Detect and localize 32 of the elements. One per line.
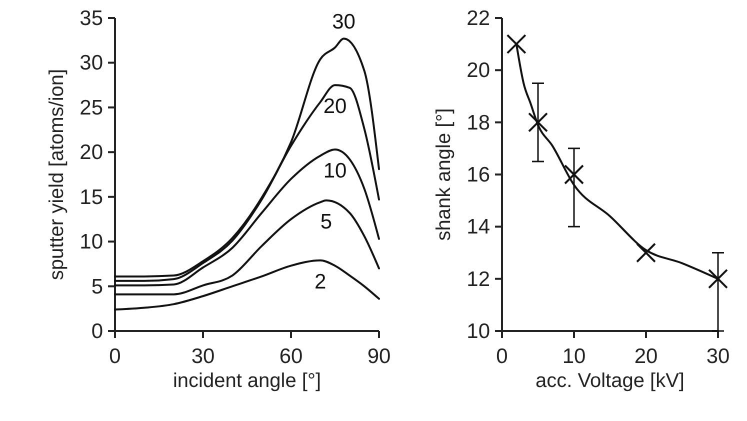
y-tick-label: 30 bbox=[80, 52, 103, 75]
series-label: 10 bbox=[323, 159, 347, 182]
y-tick-label: 20 bbox=[466, 59, 490, 82]
y-axis-title: sputter yield [atoms/ion] bbox=[46, 68, 68, 280]
y-tick-label: 14 bbox=[466, 216, 490, 239]
series-label: 20 bbox=[323, 95, 347, 118]
y-tick-label: 10 bbox=[80, 230, 103, 254]
y-tick-label: 10 bbox=[466, 320, 490, 343]
x-tick-label: 90 bbox=[367, 345, 391, 368]
series-label: 5 bbox=[320, 210, 332, 234]
y-tick-label: 16 bbox=[466, 164, 490, 186]
y-tick-label: 12 bbox=[466, 268, 490, 291]
y-tick-label: 35 bbox=[80, 7, 103, 30]
series-label: 30 bbox=[332, 10, 356, 34]
x-tick-label: 30 bbox=[191, 345, 215, 368]
y-tick-label: 22 bbox=[466, 7, 490, 30]
y-tick-label: 5 bbox=[91, 275, 103, 298]
y-tick-label: 25 bbox=[80, 96, 103, 120]
y-tick-label: 18 bbox=[466, 111, 490, 134]
series-label: 2 bbox=[314, 270, 326, 294]
x-axis-title: acc. Voltage [kV] bbox=[536, 370, 684, 392]
x-tick-label: 0 bbox=[496, 345, 508, 368]
x-tick-label: 0 bbox=[109, 345, 121, 368]
y-tick-label: 20 bbox=[80, 141, 103, 164]
y-tick-label: 0 bbox=[91, 320, 103, 343]
x-tick-label: 30 bbox=[706, 345, 730, 368]
x-tick-label: 20 bbox=[634, 345, 658, 368]
x-tick-label: 10 bbox=[562, 345, 586, 368]
y-axis-title: shank angle [°] bbox=[433, 108, 455, 241]
x-axis-title: incident angle [°] bbox=[172, 370, 322, 392]
y-tick-label: 15 bbox=[80, 186, 103, 209]
x-tick-label: 60 bbox=[279, 345, 303, 368]
